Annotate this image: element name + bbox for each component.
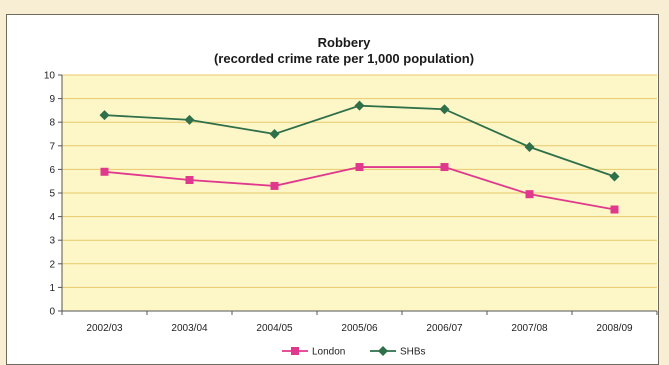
legend-label-london: London <box>312 347 345 358</box>
data-point-london <box>355 163 364 172</box>
data-point-london <box>270 181 279 190</box>
y-tick-label: 3 <box>49 236 55 247</box>
legend-item-shbs: SHBs <box>370 346 426 358</box>
data-point-shbs <box>99 110 110 121</box>
chart-frame: Robbery (recorded crime rate per 1,000 p… <box>6 14 659 365</box>
legend-item-london: London <box>282 347 345 358</box>
data-point-london <box>525 190 534 199</box>
data-point-shbs <box>354 100 365 111</box>
y-tick-label: 9 <box>49 94 55 105</box>
y-tick-label: 8 <box>49 118 55 129</box>
y-tick-label: 4 <box>49 212 55 223</box>
legend-marker-london <box>291 347 299 355</box>
legend-marker-shbs <box>378 346 388 356</box>
data-point-shbs <box>184 114 195 125</box>
data-point-london <box>185 176 194 185</box>
x-tick-label: 2002/03 <box>86 323 123 334</box>
data-point-shbs <box>524 141 535 152</box>
series-shbs <box>99 100 620 182</box>
y-axis-ticks: 0 1 2 3 4 5 6 7 8 9 10 <box>44 71 62 318</box>
series-london <box>100 163 619 214</box>
y-tick-label: 1 <box>49 283 55 294</box>
robbery-line-chart: Robbery (recorded crime rate per 1,000 p… <box>44 35 658 358</box>
y-tick-label: 2 <box>49 259 55 270</box>
legend: London SHBs <box>282 346 426 358</box>
chart-title: Robbery <box>318 35 372 50</box>
data-point-london <box>440 163 449 172</box>
legend-label-shbs: SHBs <box>400 347 426 358</box>
x-tick-label: 2008/09 <box>596 323 633 334</box>
data-point-shbs <box>439 104 450 115</box>
data-point-shbs <box>269 129 280 139</box>
data-point-shbs <box>609 171 620 182</box>
x-axis-ticks: 2002/03 2003/04 2004/05 2005/06 2006/07 2007/… <box>61 311 658 334</box>
y-tick-label: 5 <box>49 189 55 200</box>
data-point-london <box>100 167 109 176</box>
x-tick-label: 2003/04 <box>171 323 208 334</box>
y-tick-label: 6 <box>49 165 55 176</box>
x-tick-label: 2007/08 <box>511 323 548 334</box>
y-tick-label: 0 <box>49 307 55 318</box>
x-tick-label: 2005/06 <box>341 323 378 334</box>
y-tick-label: 10 <box>44 71 56 82</box>
y-tick-label: 7 <box>49 141 55 152</box>
x-tick-label: 2006/07 <box>426 323 463 334</box>
chart-subtitle: (recorded crime rate per 1,000 populatio… <box>214 51 474 66</box>
data-point-london <box>610 205 619 214</box>
x-tick-label: 2004/05 <box>256 323 293 334</box>
series-group <box>99 100 620 214</box>
